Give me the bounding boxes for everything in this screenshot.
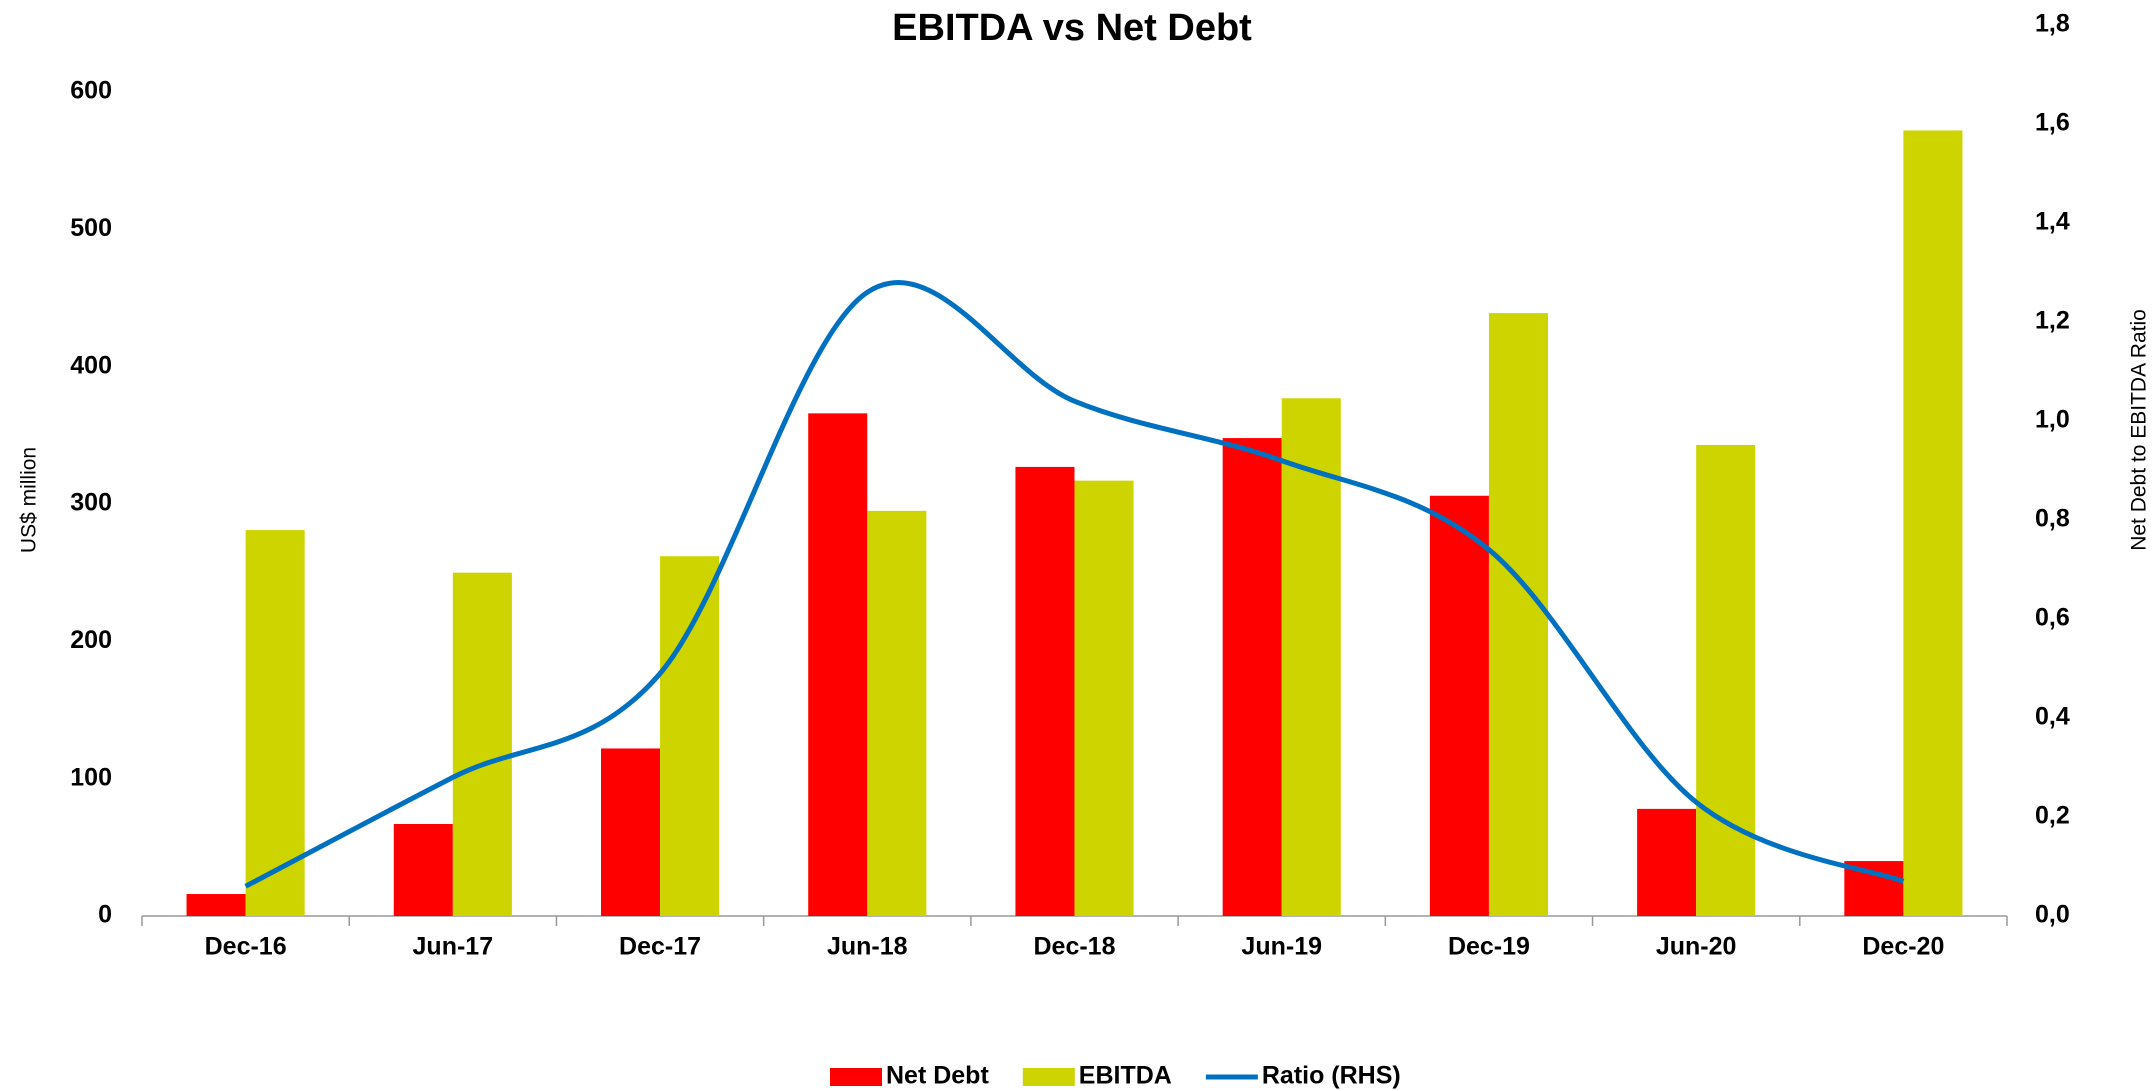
x-tick-label: Jun-17 (413, 933, 494, 961)
legend-label: Net Debt (886, 1062, 989, 1090)
bar (393, 823, 453, 916)
y-tick-label: 500 (70, 214, 112, 242)
x-tick-label: Jun-19 (1241, 933, 1322, 961)
x-tick-label: Jun-20 (1656, 933, 1737, 961)
legend-swatch (830, 1068, 882, 1086)
legend-label: Ratio (RHS) (1262, 1062, 1401, 1090)
y2-tick-label: 0,0 (2035, 901, 2070, 929)
y2-tick-label: 1,0 (2035, 406, 2070, 434)
y2-tick-label: 1,6 (2035, 109, 2070, 137)
bar (600, 748, 661, 916)
y2-tick-label: 0,4 (2035, 703, 2070, 731)
y2-tick-label: 0,2 (2035, 802, 2070, 830)
legend-label: EBITDA (1079, 1062, 1172, 1090)
y-axis-title: US$ million (18, 447, 41, 553)
y2-tick-label: 0,8 (2035, 505, 2070, 533)
bar (867, 510, 927, 916)
bar (452, 572, 512, 916)
bar (1281, 398, 1341, 917)
bar (1637, 808, 1697, 916)
bar (1903, 130, 1963, 916)
y-tick-label: 200 (70, 626, 112, 654)
x-tick-label: Dec-18 (1034, 933, 1116, 961)
y-tick-label: 300 (70, 489, 112, 517)
x-tick-label: Jun-18 (827, 933, 908, 961)
y-tick-label: 600 (70, 77, 112, 105)
bar (1429, 495, 1489, 916)
bar (660, 556, 720, 916)
bar (1222, 438, 1282, 916)
y2-axis-title: Net Debt to EBITDA Ratio (2128, 309, 2151, 551)
y2-tick-label: 1,4 (2035, 208, 2070, 236)
bar (1074, 480, 1134, 916)
bar (808, 413, 868, 916)
x-tick-label: Dec-19 (1448, 933, 1530, 961)
y-tick-label: 100 (70, 763, 112, 791)
legend-swatch (1022, 1068, 1075, 1086)
line-series (244, 280, 1905, 889)
bar (245, 530, 305, 916)
x-tick-label: Dec-16 (205, 933, 287, 961)
bar (1015, 466, 1075, 916)
y2-tick-label: 1,2 (2035, 307, 2070, 335)
x-tick-label: Dec-20 (1862, 933, 1944, 961)
y-tick-label: 0 (98, 901, 112, 929)
bar (186, 894, 246, 916)
y2-tick-label: 0,6 (2035, 604, 2070, 632)
bar (1488, 313, 1549, 916)
y-tick-label: 400 (70, 351, 112, 379)
y2-tick-label: 1,8 (2035, 10, 2070, 38)
bar (1696, 444, 1756, 916)
x-tick-label: Dec-17 (619, 933, 701, 961)
chart-title: EBITDA vs Net Debt (892, 7, 1252, 49)
